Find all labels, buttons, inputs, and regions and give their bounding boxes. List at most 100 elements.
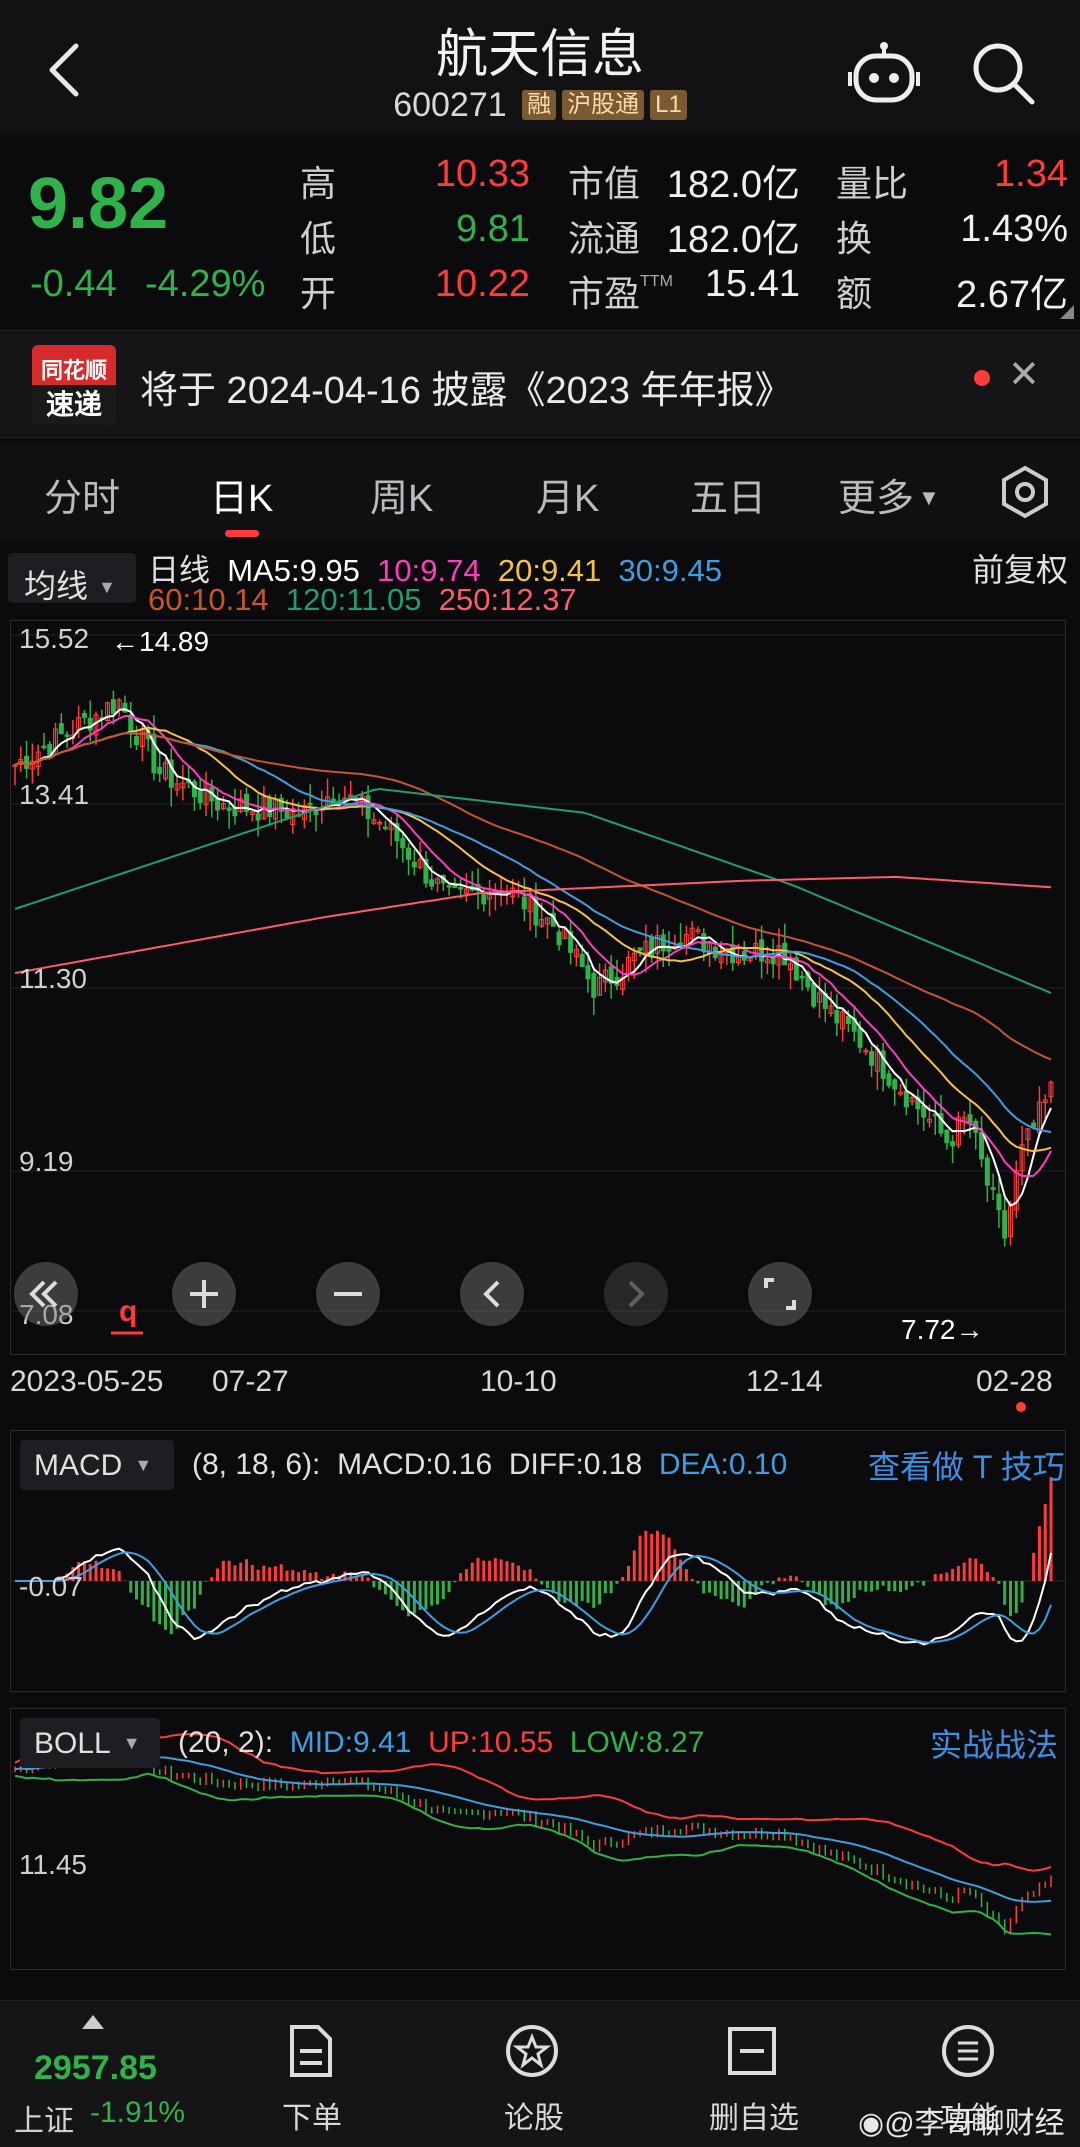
candle-body bbox=[41, 745, 47, 749]
candle-body bbox=[110, 699, 116, 714]
candle-body bbox=[759, 939, 765, 962]
q-marker-icon: q bbox=[119, 1295, 137, 1328]
indicator-select-macd[interactable]: MACD ▼ bbox=[20, 1440, 174, 1490]
candle-body bbox=[406, 847, 412, 860]
order-doc-icon[interactable] bbox=[280, 2021, 340, 2081]
candle-body bbox=[544, 917, 550, 925]
candle-body bbox=[348, 794, 354, 797]
search-icon[interactable] bbox=[970, 40, 1036, 106]
ma10-line bbox=[14, 714, 1052, 1178]
indicator-select-boll[interactable]: BOLL ▼ bbox=[20, 1718, 160, 1768]
news-banner[interactable]: 同花顺 速递 将于 2024-04-16 披露《2023 年年报》 bbox=[0, 330, 1080, 438]
pe-value: 15.41 bbox=[704, 263, 800, 305]
macd-chart[interactable]: -0.07 bbox=[10, 1430, 1066, 1692]
boll-mid-line bbox=[14, 1755, 1052, 1903]
function-menu-icon[interactable] bbox=[938, 2021, 998, 2081]
ma-legend-row2: 60:10.14 120:11.05 250:12.37 bbox=[148, 582, 577, 618]
tag-level: L1 bbox=[650, 90, 687, 120]
candle-body bbox=[278, 797, 284, 812]
macd-tips-link[interactable]: 查看做 T 技巧 bbox=[868, 1449, 1065, 1485]
remove-watchlist-icon[interactable] bbox=[722, 2021, 782, 2081]
news-close-icon[interactable]: ✕ bbox=[1008, 354, 1040, 396]
candle-body bbox=[521, 896, 527, 910]
candle-body bbox=[238, 798, 244, 812]
tab-five-day[interactable]: 五日 bbox=[690, 478, 767, 520]
candle-body bbox=[197, 790, 203, 804]
open-value: 10.22 bbox=[434, 263, 530, 305]
dropdown-arrow-icon: ▼ bbox=[134, 1455, 153, 1475]
tab-intraday[interactable]: 分时 bbox=[44, 478, 121, 520]
open-label: 开 bbox=[300, 273, 337, 314]
candle-body bbox=[979, 1131, 985, 1160]
candle-body bbox=[926, 1118, 932, 1123]
candle-body bbox=[892, 1079, 898, 1090]
candle-body bbox=[157, 766, 163, 775]
settings-hex-icon[interactable] bbox=[998, 465, 1052, 519]
candle-body bbox=[903, 1090, 909, 1108]
zoom-out-button[interactable] bbox=[316, 1262, 380, 1326]
pe-ttm-sup: TTM bbox=[640, 273, 673, 290]
boll-strategy-link[interactable]: 实战战法 bbox=[930, 1727, 1059, 1763]
discuss-star-icon[interactable] bbox=[502, 2021, 562, 2081]
amount-value: 2.67亿 bbox=[956, 274, 1068, 316]
scroll-first-button[interactable] bbox=[14, 1262, 78, 1326]
amount-label: 额 bbox=[836, 273, 873, 314]
candle-body bbox=[29, 760, 35, 770]
candle-body bbox=[458, 887, 464, 890]
scroll-right-button[interactable] bbox=[604, 1262, 668, 1326]
date-label-3: 10-10 bbox=[480, 1365, 557, 1398]
candle-body bbox=[226, 807, 232, 811]
candle-body bbox=[539, 919, 545, 927]
fullscreen-button[interactable] bbox=[748, 1262, 812, 1326]
scroll-left-button[interactable] bbox=[460, 1262, 524, 1326]
candle-body bbox=[249, 811, 255, 815]
tab-weekly-k[interactable]: 周K bbox=[370, 478, 434, 520]
index-change[interactable]: -1.91% bbox=[90, 2096, 186, 2129]
nav-order[interactable]: 下单 bbox=[282, 2102, 342, 2135]
candle-body bbox=[1019, 1144, 1025, 1172]
expand-corner-icon[interactable] bbox=[1060, 305, 1074, 319]
pe-label: 市盈TTM bbox=[568, 273, 673, 314]
candle-body bbox=[921, 1104, 927, 1118]
candle-body bbox=[64, 734, 70, 737]
candle-body bbox=[990, 1187, 996, 1190]
boll-chart[interactable]: 11.45 bbox=[10, 1708, 1066, 1970]
boll-upper-line bbox=[14, 1733, 1052, 1872]
index-name[interactable]: 上证 bbox=[14, 2105, 74, 2138]
candle-body bbox=[1002, 1210, 1008, 1239]
diff-line bbox=[15, 1547, 1052, 1646]
assistant-robot-icon[interactable] bbox=[848, 40, 920, 110]
candle-body bbox=[81, 713, 87, 718]
index-value[interactable]: 2957.85 bbox=[34, 2049, 157, 2087]
candle-body bbox=[886, 1073, 892, 1087]
candle-body bbox=[435, 878, 441, 884]
ma5-value: MA5:9.95 bbox=[227, 553, 360, 588]
nav-discuss[interactable]: 论股 bbox=[504, 2102, 564, 2135]
min-price-label: 7.72→ bbox=[901, 1314, 984, 1345]
boll-values: (20, 2): MID:9.41 UP:10.55 LOW:8.27 bbox=[178, 1726, 705, 1759]
candle-body bbox=[105, 702, 111, 722]
indicator-select-ma[interactable]: 均线 ▼ bbox=[8, 553, 136, 604]
candle-body bbox=[840, 1011, 846, 1030]
tab-more[interactable]: 更多 ▼ bbox=[838, 478, 940, 520]
period-tabs: 分时 日K 周K 月K 五日 更多 ▼ bbox=[0, 445, 1080, 540]
high-value: 10.33 bbox=[434, 153, 530, 195]
tab-monthly-k[interactable]: 月K bbox=[536, 478, 600, 520]
candle-body bbox=[915, 1096, 921, 1110]
ma30-value: 30:9.45 bbox=[618, 553, 722, 588]
tab-daily-k[interactable]: 日K bbox=[210, 478, 274, 520]
adjust-mode[interactable]: 前复权 bbox=[971, 552, 1068, 588]
boll-svg: 11.45 bbox=[14, 1733, 1052, 1936]
candle-body bbox=[620, 976, 626, 990]
nav-functions[interactable]: 功能 bbox=[940, 2102, 1000, 2135]
candle-body bbox=[573, 949, 579, 958]
turnover-value: 1.43% bbox=[960, 208, 1068, 250]
nav-remove-watchlist[interactable]: 删自选 bbox=[709, 2102, 799, 2135]
candle-body bbox=[267, 796, 273, 818]
kline-chart[interactable]: 15.52 13.41 11.30 9.19 7.08 ←14.89 7.72→… bbox=[10, 620, 1066, 1355]
current-date-dot bbox=[1016, 1402, 1026, 1412]
candle-body bbox=[394, 823, 400, 842]
back-arrow-icon[interactable] bbox=[40, 40, 90, 100]
candle-body bbox=[666, 947, 672, 952]
zoom-in-button[interactable] bbox=[172, 1262, 236, 1326]
